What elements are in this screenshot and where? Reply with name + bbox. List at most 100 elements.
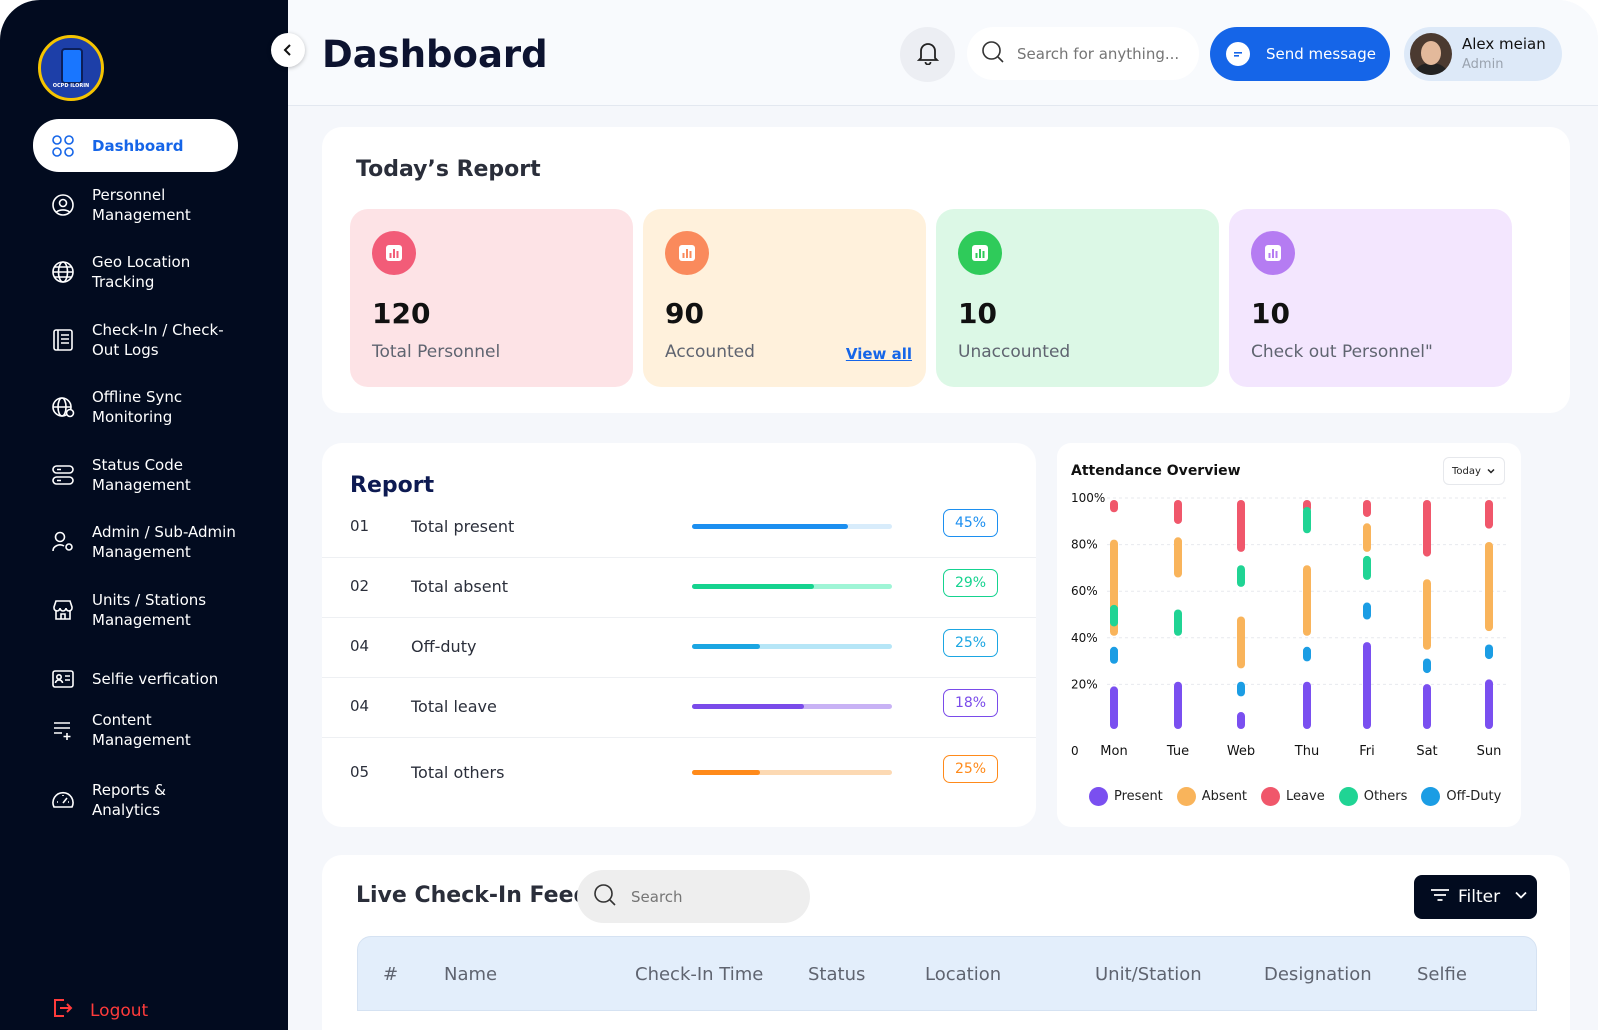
progress-track bbox=[692, 704, 892, 709]
sidebar-item-geo[interactable]: Geo Location Tracking bbox=[33, 250, 238, 294]
bar-segment-others bbox=[1303, 506, 1311, 534]
row-label: Off-duty bbox=[411, 637, 477, 656]
bar-segment-absent bbox=[1174, 537, 1182, 578]
global-search[interactable] bbox=[967, 27, 1199, 80]
x-tick-label: Tue bbox=[1166, 744, 1189, 759]
chevron-down-icon bbox=[1486, 466, 1496, 479]
logout-icon bbox=[50, 996, 74, 1025]
sidebar-item-check-in[interactable]: Check-In / Check- Out Logs bbox=[33, 318, 238, 362]
feed-title: Live Check-In Feed bbox=[356, 883, 590, 908]
search-icon bbox=[981, 40, 1005, 68]
sidebar-item-status[interactable]: Status Code Management bbox=[33, 453, 238, 497]
chart-legend: Present Absent Leave Others Off-Duty bbox=[1089, 787, 1515, 806]
legend-item: Off-Duty bbox=[1421, 787, 1501, 806]
global-search-input[interactable] bbox=[1017, 44, 1182, 63]
column-header[interactable]: Name bbox=[444, 964, 498, 985]
row-label: Total others bbox=[411, 763, 505, 782]
bar-segment-leave bbox=[1237, 500, 1245, 552]
app-logo[interactable]: OCPD ILORIN bbox=[38, 35, 104, 101]
bell-icon bbox=[916, 41, 939, 69]
stat-card: 10 Unaccounted bbox=[936, 209, 1219, 387]
server-icon bbox=[50, 462, 76, 488]
progress-fill bbox=[692, 584, 814, 589]
stat-value: 10 bbox=[1251, 297, 1290, 330]
percent-badge: 25% bbox=[943, 629, 998, 657]
period-dropdown[interactable]: Today bbox=[1443, 457, 1505, 485]
legend-item: Present bbox=[1089, 787, 1163, 806]
sidebar-item-content[interactable]: Content Management bbox=[33, 708, 238, 752]
sidebar-item-dashboard[interactable]: Dashboard bbox=[33, 119, 238, 172]
percent-badge: 29% bbox=[943, 569, 998, 597]
bar-segment-others bbox=[1237, 565, 1245, 587]
progress-fill bbox=[692, 644, 760, 649]
send-message-button[interactable]: Send message bbox=[1210, 27, 1390, 81]
user-name: Alex meian bbox=[1462, 35, 1546, 53]
sidebar-item-personnel[interactable]: Personnel Management bbox=[33, 183, 238, 227]
feed-search-input[interactable] bbox=[631, 887, 781, 906]
bar-segment-leave bbox=[1485, 500, 1493, 529]
attendance-chart: 100% 80% 60% 40% 20% 0 Mon Tue Web Thu Fri Sat Sun bbox=[1071, 491, 1507, 759]
percent-badge: 18% bbox=[943, 689, 998, 717]
bar-segment-absent bbox=[1237, 616, 1245, 669]
column-header[interactable]: # bbox=[383, 964, 399, 985]
collapse-sidebar-button[interactable] bbox=[271, 33, 305, 67]
x-tick-label: Sat bbox=[1416, 744, 1437, 759]
user-profile[interactable]: Alex meian Admin bbox=[1404, 27, 1562, 81]
gauge-icon bbox=[50, 787, 76, 813]
x-tick-label: Fri bbox=[1359, 744, 1375, 759]
stat-value: 120 bbox=[372, 297, 431, 330]
top-header: Dashboard Send message Alex meian Admin bbox=[288, 0, 1598, 106]
row-number: 05 bbox=[350, 763, 370, 781]
progress-fill bbox=[692, 770, 760, 775]
feed-search[interactable] bbox=[577, 870, 810, 923]
sidebar-item-selfie[interactable]: Selfie verfication bbox=[33, 657, 238, 701]
column-header[interactable]: Unit/Station bbox=[1095, 964, 1202, 985]
sidebar-item-reports[interactable]: Reports & Analytics bbox=[33, 778, 238, 822]
sidebar-item-label: Dashboard bbox=[92, 136, 184, 155]
notifications-button[interactable] bbox=[900, 27, 955, 82]
stat-label: Unaccounted bbox=[958, 342, 1071, 362]
percent-badge: 25% bbox=[943, 755, 998, 783]
sidebar-item-offline[interactable]: Offline Sync Monitoring bbox=[33, 385, 238, 429]
bar-segment-present bbox=[1303, 681, 1311, 729]
filter-label: Filter bbox=[1458, 887, 1501, 907]
y-tick-label: 80% bbox=[1071, 538, 1098, 552]
logout-button[interactable]: Logout bbox=[50, 996, 148, 1025]
column-header[interactable]: Location bbox=[925, 964, 1002, 985]
stat-card: 120 Total Personnel bbox=[350, 209, 633, 387]
bar-segment-absent bbox=[1423, 579, 1431, 650]
chevron-down-icon bbox=[1514, 887, 1528, 907]
filter-button[interactable]: Filter bbox=[1414, 875, 1537, 919]
column-header[interactable]: Check-In Time bbox=[635, 964, 764, 985]
bar-segment-off-duty bbox=[1110, 646, 1118, 664]
column-header[interactable]: Designation bbox=[1264, 964, 1372, 985]
row-number: 02 bbox=[350, 577, 370, 595]
sidebar-item-units[interactable]: Units / Stations Management bbox=[33, 588, 238, 632]
sidebar-item-label: Reports & Analytics bbox=[92, 781, 167, 819]
y-tick-label: 40% bbox=[1071, 631, 1098, 645]
bar-segment-leave bbox=[1174, 500, 1182, 524]
sidebar-item-label: Status Code Management bbox=[92, 456, 191, 494]
legend-dot bbox=[1089, 787, 1108, 806]
bar-segment-leave bbox=[1110, 500, 1118, 513]
user-circle-icon bbox=[50, 192, 76, 218]
bar-segment-present bbox=[1363, 642, 1371, 729]
bar-segment-off-duty bbox=[1485, 644, 1493, 660]
column-header[interactable]: Selfie bbox=[1417, 964, 1467, 985]
progress-track bbox=[692, 524, 892, 529]
report-row: 04 Total leave 18% bbox=[322, 677, 1036, 738]
bar-segment-absent bbox=[1363, 523, 1371, 552]
y-tick-label: 20% bbox=[1071, 677, 1098, 691]
row-number: 04 bbox=[350, 697, 370, 715]
view-all-link[interactable]: View all bbox=[845, 345, 912, 363]
sidebar-item-admin[interactable]: Admin / Sub-Admin Management bbox=[33, 520, 238, 564]
report-row: 05 Total others 25% bbox=[322, 743, 1036, 804]
bar-chart-icon bbox=[1251, 231, 1295, 275]
bar-segment-off-duty bbox=[1303, 646, 1311, 662]
column-header[interactable]: Status bbox=[808, 964, 866, 985]
bar-chart-icon bbox=[372, 231, 416, 275]
stat-label: Total Personnel bbox=[372, 342, 501, 362]
bar-chart-icon bbox=[665, 231, 709, 275]
attendance-overview-card: Attendance Overview Today 100% 80% 60% 40% 2… bbox=[1057, 443, 1521, 827]
